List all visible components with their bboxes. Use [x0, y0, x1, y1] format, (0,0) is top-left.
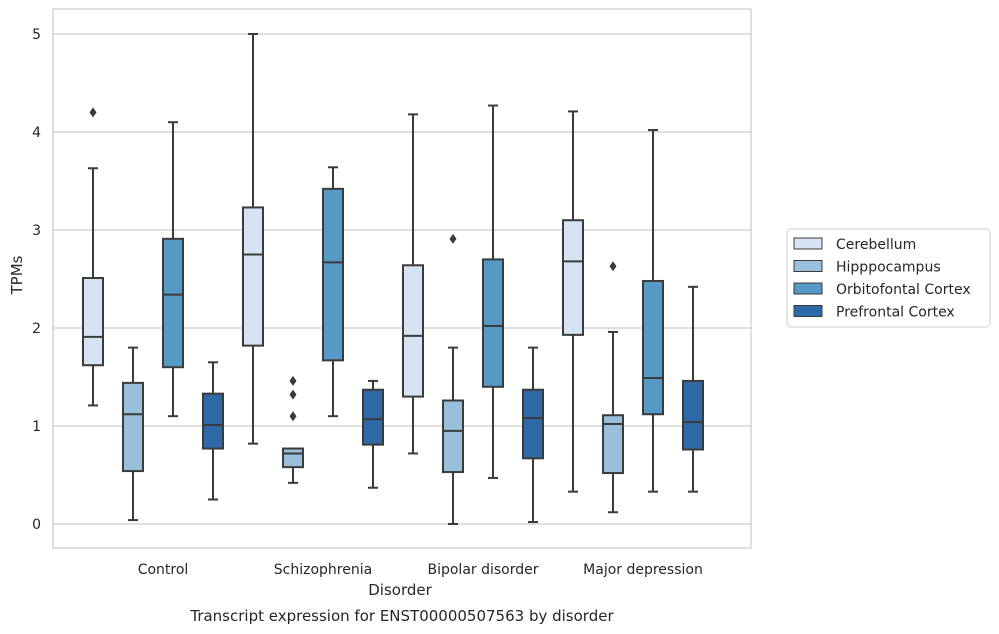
box-hipppocampus: [602, 414, 624, 475]
legend-label: Cerebellum: [836, 237, 916, 253]
y-tick-label: 2: [32, 321, 41, 337]
y-tick-label: 1: [32, 419, 41, 435]
legend-swatch: [793, 237, 823, 250]
box-orbitofontal-cortex: [642, 279, 664, 416]
y-tick-label: 5: [32, 27, 41, 43]
y-tick-labels: 0 1 2 3 4 5: [32, 27, 41, 533]
box-orbitofontal-cortex: [322, 187, 344, 362]
plot-frame: [52, 8, 752, 549]
legend-label: Hipppocampus: [836, 260, 941, 276]
box-hipppocampus: [122, 381, 144, 473]
x-tick-label: Schizophrenia: [274, 562, 372, 578]
legend-frame: [786, 228, 991, 328]
y-tick-label: 0: [32, 517, 41, 533]
box-prefrontal-cortex: [522, 388, 544, 460]
category-group: [402, 104, 544, 525]
box-prefrontal-cortex: [202, 392, 224, 450]
legend-swatch: [793, 260, 823, 272]
x-tick-label: Major depression: [583, 562, 703, 578]
category-group: [82, 107, 224, 522]
box-hipppocampus: [442, 399, 464, 474]
legend-swatch: [793, 305, 823, 317]
y-tick-label: 4: [32, 125, 41, 141]
outlier-marker: [449, 233, 457, 244]
category-group: [242, 33, 384, 489]
box-cerebellum: [562, 219, 584, 336]
x-tick-label: Bipolar disorder: [427, 562, 538, 578]
box-orbitofontal-cortex: [162, 237, 184, 369]
legend-label: Prefrontal Cortex: [836, 305, 955, 321]
box-cerebellum: [242, 206, 264, 347]
outlier-marker: [609, 261, 617, 272]
category-group: [562, 110, 704, 514]
x-axis-label: Disorder: [368, 581, 432, 599]
box-cerebellum: [402, 264, 424, 398]
box-prefrontal-cortex: [682, 379, 704, 451]
outlier-marker: [289, 411, 297, 422]
box-orbitofontal-cortex: [482, 258, 504, 388]
legend: Cerebellum Hipppocampus Orbitofontal Corte…: [786, 228, 991, 328]
box-groups: [82, 33, 704, 525]
box-hipppocampus: [282, 447, 304, 469]
x-tick-labels: Control Schizophrenia Bipolar disorder Majo…: [138, 562, 703, 578]
legend-swatch: [793, 282, 823, 295]
chart-title: Transcript expression for ENST0000050756…: [189, 607, 614, 625]
y-tick-label: 3: [32, 223, 41, 239]
outlier-marker: [289, 375, 297, 386]
box-cerebellum: [82, 277, 104, 367]
outlier-marker: [289, 389, 297, 400]
outlier-marker: [89, 107, 97, 118]
legend-label: Orbitofontal Cortex: [836, 282, 971, 298]
box-prefrontal-cortex: [362, 388, 384, 446]
x-tick-label: Control: [138, 562, 189, 578]
y-axis-label: TPMs: [8, 255, 26, 295]
